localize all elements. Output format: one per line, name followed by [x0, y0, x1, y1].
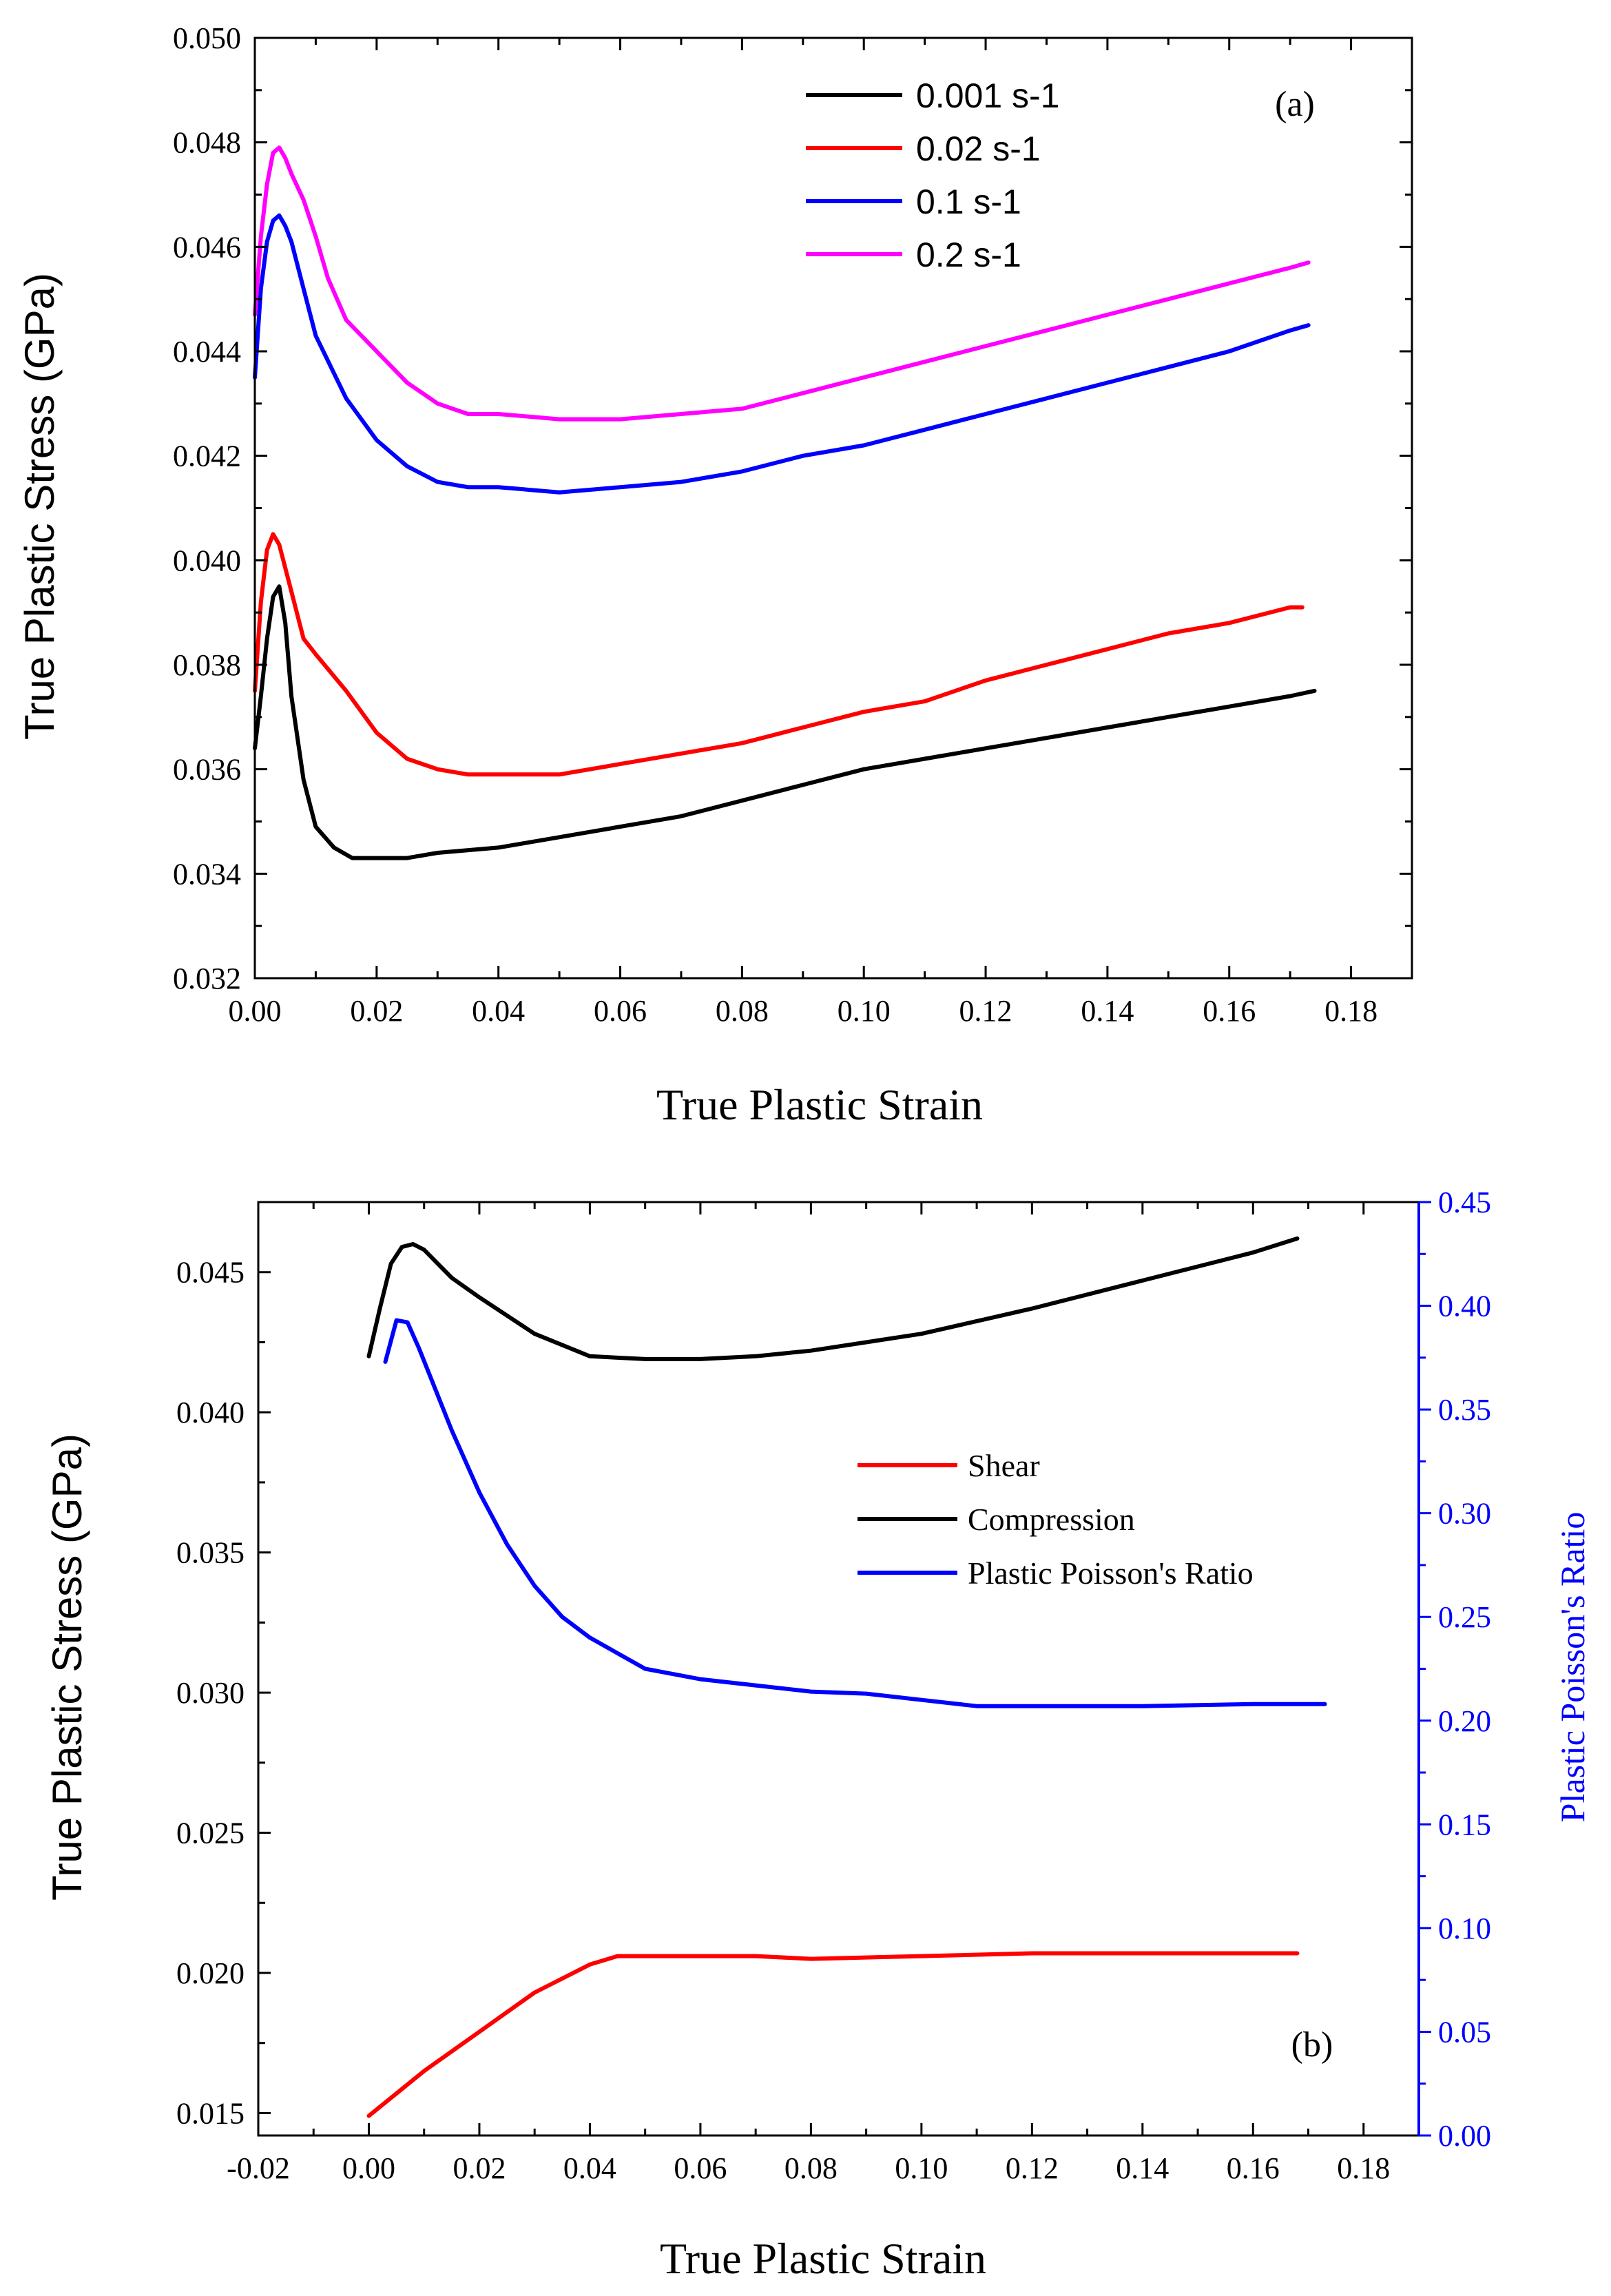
panel-a-y-tick-label: 0.046 [173, 230, 241, 264]
panel-a-x-tick-label: 0.10 [838, 994, 891, 1028]
legend-label-poisson: Plastic Poisson's Ratio [968, 1555, 1254, 1591]
panel-b-y-tick-label: 0.015 [176, 2096, 245, 2130]
panel-b-y-tick-label: 0.030 [176, 1676, 245, 1710]
panel-b-y2-tick-label: 0.10 [1438, 1912, 1491, 1945]
panel-a-label: (a) [1275, 85, 1315, 124]
panel-b-x-tick-label: 0.02 [453, 2151, 506, 2185]
panel-b-x-tick-label: 0.06 [674, 2151, 727, 2185]
panel-a-x-tick-label: 0.18 [1324, 994, 1378, 1028]
panel-a-series-group [253, 145, 1317, 860]
panel-b-y-tick-label: 0.045 [176, 1256, 245, 1290]
panel-a-ticks: 0.00 0.02 0.04 0.06 0.08 0.10 0.12 0.14 0.16 0.18… [173, 21, 1412, 1028]
panel-a-x-tick-label: 0.08 [716, 994, 769, 1028]
panel-a-x-axis-title: True Plastic Strain [656, 1080, 983, 1129]
panel-a-y-tick-label: 0.034 [173, 857, 241, 891]
panel-a-x-tick-label: 0.06 [594, 994, 647, 1028]
panel-a-x-tick-label: 0.12 [959, 994, 1012, 1028]
legend-label-0-1: 0.1 s-1 [916, 183, 1021, 221]
panel-b-series-group [366, 1236, 1327, 2118]
panel-b-label: (b) [1291, 2025, 1333, 2065]
panel-b-series-plastic-poisson-s-ratio [383, 1318, 1327, 1708]
panel-a-chart: 0.00 0.02 0.04 0.06 0.08 0.10 0.12 0.14 0.16 0.18… [17, 21, 1413, 1129]
legend-label-0-02: 0.02 s-1 [916, 130, 1041, 168]
panel-b-x-tick-label: 0.10 [895, 2151, 948, 2185]
panel-b-y2-tick-label: 0.30 [1438, 1497, 1491, 1531]
panel-b-x-tick-label: 0.00 [342, 2151, 395, 2185]
panel-b-y2-tick-label: 0.25 [1438, 1600, 1491, 1634]
panel-b-ticks: -0.02 0.00 0.02 0.04 0.06 0.08 0.10 0.12 0.14 0.1… [176, 1186, 1491, 2185]
panel-b-y-tick-label: 0.025 [176, 1817, 245, 1850]
panel-a-x-tick-label: 0.02 [350, 994, 403, 1028]
panel-b-chart: -0.02 0.00 0.02 0.04 0.06 0.08 0.10 0.12 0.14 0.1… [44, 1186, 1592, 2283]
panel-b-y2-tick-label: 0.00 [1438, 2119, 1491, 2153]
panel-b-y2-tick-label: 0.40 [1438, 1290, 1491, 1323]
panel-a-legend: 0.001 s-1 0.02 s-1 0.1 s-1 0.2 s-1 [806, 76, 1059, 274]
panel-b-y2-tick-label: 0.35 [1438, 1393, 1491, 1427]
panel-b-y-axis-title: True Plastic Stress (GPa) [44, 1434, 90, 1901]
panel-a-x-tick-label: 0.16 [1203, 994, 1256, 1028]
panel-a-x-tick-label: 0.14 [1081, 994, 1134, 1028]
panel-b-x-tick-label: 0.08 [784, 2151, 838, 2185]
panel-b-y2-tick-label: 0.45 [1438, 1186, 1491, 1219]
panel-a-series-0-02-s-1 [253, 532, 1305, 777]
panel-b-x-tick-label: 0.04 [563, 2151, 616, 2185]
panel-a-x-tick-label: 0.04 [472, 994, 525, 1028]
panel-b-x-tick-label: 0.18 [1337, 2151, 1390, 2185]
panel-a-y-tick-label: 0.032 [173, 962, 241, 995]
panel-b-x-tick-label: 0.14 [1116, 2151, 1169, 2185]
panel-a-y-tick-label: 0.042 [173, 439, 241, 473]
panel-a-series-0-001-s-1 [253, 584, 1317, 860]
panel-b-y-tick-label: 0.035 [176, 1536, 245, 1570]
panel-a-y-tick-label: 0.044 [173, 335, 241, 369]
panel-a-x-tick-label: 0.00 [229, 994, 282, 1028]
panel-b-x-tick-label: 0.16 [1227, 2151, 1280, 2185]
panel-a-y-tick-label: 0.038 [173, 648, 241, 682]
panel-b-y2-tick-label: 0.20 [1438, 1704, 1491, 1738]
legend-label-0-001: 0.001 s-1 [916, 76, 1059, 115]
panel-b-x-tick-label: 0.12 [1006, 2151, 1059, 2185]
panel-a-plot-frame [253, 37, 1413, 980]
panel-b-y2-tick-label: 0.05 [1438, 2015, 1491, 2049]
panel-a-series-0-2-s-1 [253, 145, 1311, 422]
panel-a-y-tick-label: 0.036 [173, 753, 241, 787]
panel-a-y-tick-label: 0.050 [173, 21, 241, 55]
panel-b-x-tick-label: -0.02 [227, 2151, 290, 2185]
panel-a-y-tick-label: 0.040 [173, 544, 241, 577]
panel-a-y-tick-label: 0.048 [173, 126, 241, 160]
panel-b-plot-frame [257, 1201, 1420, 2137]
legend-label-compression: Compression [968, 1502, 1135, 1537]
panel-b-y-tick-label: 0.040 [176, 1396, 245, 1429]
panel-a-y-axis-title: True Plastic Stress (GPa) [17, 273, 63, 740]
panel-b-series-shear [366, 1951, 1300, 2118]
panel-b-y2-axis-title: Plastic Poisson's Ratio [1553, 1512, 1592, 1823]
panel-b-y-tick-label: 0.020 [176, 1956, 245, 1990]
legend-label-0-2: 0.2 s-1 [916, 236, 1021, 274]
panel-b-x-axis-title: True Plastic Strain [660, 2234, 986, 2283]
legend-label-shear: Shear [968, 1448, 1040, 1483]
panel-b-y2-tick-label: 0.15 [1438, 1808, 1491, 1841]
panel-b-legend: Shear Compression Plastic Poisson's Rati… [858, 1448, 1254, 1591]
panel-b-series-compression [366, 1236, 1300, 1361]
panel-a-series-0-1-s-1 [253, 213, 1311, 495]
